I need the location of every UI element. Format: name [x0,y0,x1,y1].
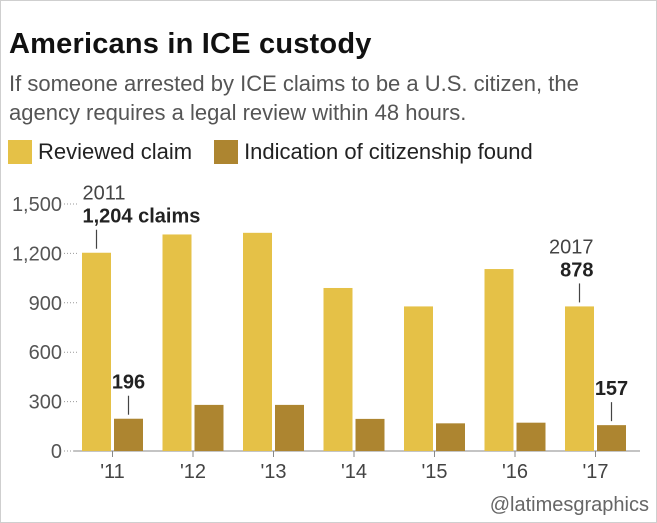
bar-citizenship [355,418,385,451]
x-tick-label: '16 [502,461,528,483]
bar-citizenship [114,418,143,451]
bar-reviewed [404,306,433,451]
x-tick-label: '15 [421,461,447,483]
chart-title: Americans in ICE custody [9,28,372,60]
legend-label-reviewed: Reviewed claim [38,139,193,164]
x-tick-label: '13 [260,461,286,483]
legend-label-citizenship: Indication of citizenship found [244,139,533,164]
annotation-value: 157 [595,378,628,400]
bar-reviewed [323,287,353,451]
y-tick-label: 1,200 [12,243,62,265]
bar-reviewed [565,306,594,451]
legend-item-citizenship: Indication of citizenship found [214,139,533,165]
bar-reviewed [162,234,192,451]
y-tick-label: 1,500 [12,194,62,216]
x-tick-label: '17 [582,461,608,483]
annotation-year: 2017 [549,236,594,258]
annotation-value: 1,204 claims [83,206,201,228]
y-tick-label: 300 [29,392,62,414]
bar-citizenship [194,404,224,451]
y-tick-label: 0 [51,441,62,463]
x-tick-label: '12 [180,461,206,483]
x-tick-label: '14 [341,461,367,483]
y-tick-label: 600 [29,342,62,364]
x-tick-label: '11 [100,461,125,483]
y-tick-label: 900 [29,293,62,315]
bar-citizenship [516,422,546,451]
legend-swatch-citizenship [214,140,239,164]
chart-subtitle: If someone arrested by ICE claims to be … [9,71,579,125]
annotation-year: 2011 [83,183,126,205]
bar-citizenship [436,423,465,451]
annotation-value: 196 [112,372,145,394]
legend-swatch-reviewed [8,140,32,164]
bar-reviewed [484,269,514,451]
bar-chart: 0 300 600 900 1,200 1,500 '11 '12 '13 '14 '15 '16 '1… [12,183,640,483]
bar-citizenship [597,425,626,451]
legend: Reviewed claim Indication of citizenship… [8,139,555,165]
annotation-value: 878 [560,259,593,281]
bar-citizenship [275,404,304,451]
bar-reviewed [82,252,111,451]
legend-item-reviewed: Reviewed claim [8,139,192,165]
credit: @latimesgraphics [489,494,649,516]
bar-reviewed [243,232,272,451]
